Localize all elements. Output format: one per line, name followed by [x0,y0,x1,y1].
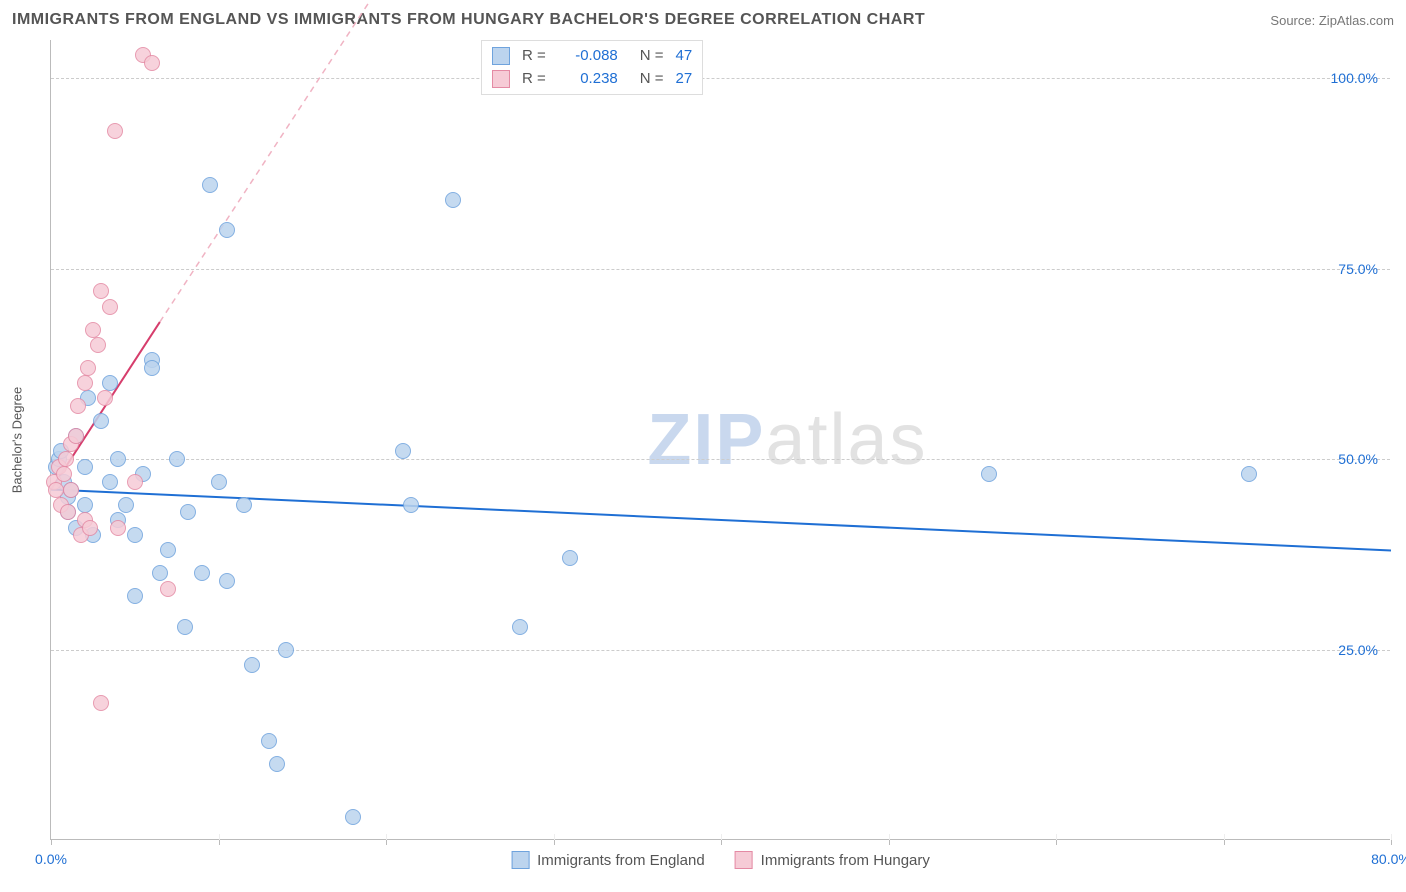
data-point [63,482,79,498]
data-point [981,466,997,482]
r-label: R = [522,68,546,91]
data-point [127,527,143,543]
y-tick-label: 100.0% [1331,70,1378,86]
data-point [160,542,176,558]
data-point [219,222,235,238]
data-point [68,428,84,444]
data-point [144,55,160,71]
data-point [278,642,294,658]
data-point [80,360,96,376]
data-point [269,756,285,772]
n-value: 47 [676,45,693,68]
gridline-h [51,269,1390,270]
legend-swatch [492,47,510,65]
n-label: N = [640,68,664,91]
data-point [107,123,123,139]
legend-swatch [735,851,753,869]
data-point [211,474,227,490]
data-point [110,520,126,536]
data-point [127,474,143,490]
series-legend: Immigrants from England Immigrants from H… [511,851,930,869]
data-point [85,322,101,338]
source-name: ZipAtlas.com [1319,13,1394,28]
watermark-part2: atlas [765,400,927,480]
legend-item: Immigrants from Hungary [735,851,930,869]
source-attribution: Source: ZipAtlas.com [1270,13,1394,28]
data-point [102,474,118,490]
x-tick-mark [51,839,52,845]
data-point [90,337,106,353]
data-point [169,451,185,467]
data-point [194,565,210,581]
legend-row: R = 0.238 N = 27 [492,68,692,91]
chart-header: IMMIGRANTS FROM ENGLAND VS IMMIGRANTS FR… [0,0,1406,40]
r-value: -0.088 [558,45,618,68]
gridline-h [51,78,1390,79]
data-point [1241,466,1257,482]
data-point [345,809,361,825]
y-tick-label: 25.0% [1338,642,1378,658]
data-point [395,443,411,459]
correlation-legend: R = -0.088 N = 47 R = 0.238 N = 27 [481,40,703,95]
data-point [562,550,578,566]
data-point [202,177,218,193]
data-point [152,565,168,581]
y-axis-title: Bachelor's Degree [10,386,25,493]
data-point [102,299,118,315]
data-point [93,283,109,299]
data-point [70,398,86,414]
data-point [60,504,76,520]
r-value: 0.238 [558,68,618,91]
gridline-h [51,650,1390,651]
data-point [93,413,109,429]
data-point [97,390,113,406]
chart-title: IMMIGRANTS FROM ENGLAND VS IMMIGRANTS FR… [12,11,925,29]
source-label: Source: [1270,13,1315,28]
legend-item: Immigrants from England [511,851,705,869]
watermark-part1: ZIP [647,400,765,480]
data-point [48,482,64,498]
gridline-h [51,459,1390,460]
data-point [512,619,528,635]
data-point [445,192,461,208]
legend-row: R = -0.088 N = 47 [492,45,692,68]
data-point [58,451,74,467]
data-point [177,619,193,635]
data-point [77,497,93,513]
scatter-plot: Bachelor's Degree ZIPatlas 25.0%50.0%75.… [50,40,1390,840]
data-point [144,360,160,376]
data-point [77,375,93,391]
data-point [77,459,93,475]
data-point [261,733,277,749]
y-tick-label: 50.0% [1338,451,1378,467]
x-tick-label: 80.0% [1371,851,1406,867]
n-value: 27 [676,68,693,91]
data-point [110,451,126,467]
watermark: ZIPatlas [647,399,927,481]
data-point [102,375,118,391]
y-tick-label: 75.0% [1338,261,1378,277]
data-point [82,520,98,536]
legend-label: Immigrants from Hungary [761,852,930,869]
data-point [56,466,72,482]
legend-swatch [511,851,529,869]
data-point [244,657,260,673]
data-point [93,695,109,711]
legend-swatch [492,70,510,88]
legend-label: Immigrants from England [537,852,705,869]
r-label: R = [522,45,546,68]
n-label: N = [640,45,664,68]
data-point [127,588,143,604]
data-point [118,497,134,513]
data-point [180,504,196,520]
data-point [403,497,419,513]
x-tick-label: 0.0% [35,851,67,867]
data-point [219,573,235,589]
data-point [236,497,252,513]
data-point [160,581,176,597]
